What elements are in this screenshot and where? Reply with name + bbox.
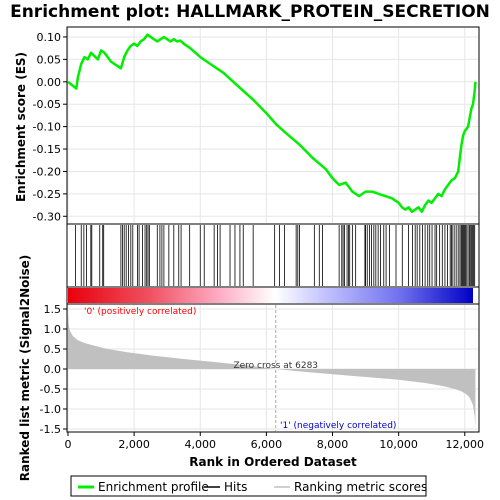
metric-ytick-label: 0.0: [44, 363, 62, 376]
metric-x-axis-label: Rank in Ordered Dataset: [189, 455, 357, 469]
enrichment-panel: 0.10 0.05 0.00 -0.05 -0.10 -0.15 -0.20 -0.25 -0.…: [14, 26, 480, 225]
rank-color-bar: [66, 286, 480, 305]
es-ytick-label: -0.20: [33, 165, 61, 178]
hits-panel: [66, 223, 480, 288]
positive-correlation-label: '0' (positively correlated): [84, 307, 196, 317]
metric-ytick-label: -0.5: [40, 383, 61, 396]
metric-xtick-label: 0: [65, 438, 72, 451]
legend-enrichment-label: Enrichment profile: [98, 480, 209, 494]
ranked-metric-panel: Zero cross at 6283 '0' (positively corre…: [18, 255, 484, 482]
metric-xtick-label: 2,000: [118, 438, 150, 451]
metric-ytick-label: 1.5: [44, 303, 62, 316]
enrichment-y-ticks: 0.10 0.05 0.00 -0.05 -0.10 -0.15 -0.20 -0.25 -0.…: [33, 31, 67, 223]
hit-lines: [75, 225, 476, 286]
metric-ytick-label: -1.5: [40, 423, 61, 436]
es-ytick-label: 0.10: [37, 31, 62, 44]
es-ytick-label: -0.15: [33, 143, 61, 156]
legend-metric-label: Ranking metric scores: [294, 480, 427, 494]
legend-box: [70, 475, 427, 497]
metric-xtick-label: 6,000: [251, 438, 283, 451]
es-ytick-label: -0.30: [33, 210, 61, 223]
metric-xtick-label: 12,000: [446, 438, 485, 451]
rank-color-gradient: [68, 288, 473, 303]
metric-xtick-label: 8,000: [317, 438, 349, 451]
zero-cross-annotation: Zero cross at 6283: [233, 361, 318, 371]
es-ytick-label: 0.00: [37, 76, 62, 89]
legend: Enrichment profile Hits Ranking metric s…: [70, 475, 427, 497]
enrichment-grid: [67, 28, 478, 223]
ranking-metric-area: [68, 311, 476, 427]
metric-ytick-label: -1.0: [40, 403, 61, 416]
metric-x-ticks: 0 2,000 4,000 6,000 8,000 10,000 12,000: [65, 432, 485, 451]
chart-title: Enrichment plot: HALLMARK_PROTEIN_SECRET…: [10, 2, 490, 22]
metric-xtick-label: 4,000: [185, 438, 217, 451]
es-ytick-label: -0.05: [33, 98, 61, 111]
metric-ytick-label: 1.0: [44, 323, 62, 336]
es-ytick-label: -0.25: [33, 188, 61, 201]
metric-xtick-label: 10,000: [379, 438, 418, 451]
es-ytick-label: 0.05: [37, 53, 62, 66]
metric-ytick-label: 0.5: [44, 343, 62, 356]
legend-hits-label: Hits: [224, 480, 247, 494]
negative-correlation-label: '1' (negatively correlated): [280, 421, 396, 431]
enrichment-profile-line: [67, 33, 477, 214]
es-ytick-label: -0.10: [33, 121, 61, 134]
metric-y-axis-label: Ranked list metric (Signal2Noise): [18, 255, 32, 482]
enrichment-plot-frame: [66, 26, 480, 225]
enrichment-y-axis-label: Enrichment score (ES): [14, 52, 28, 202]
metric-y-ticks: 1.5 1.0 0.5 0.0 -0.5 -1.0 -1.5: [40, 303, 67, 436]
